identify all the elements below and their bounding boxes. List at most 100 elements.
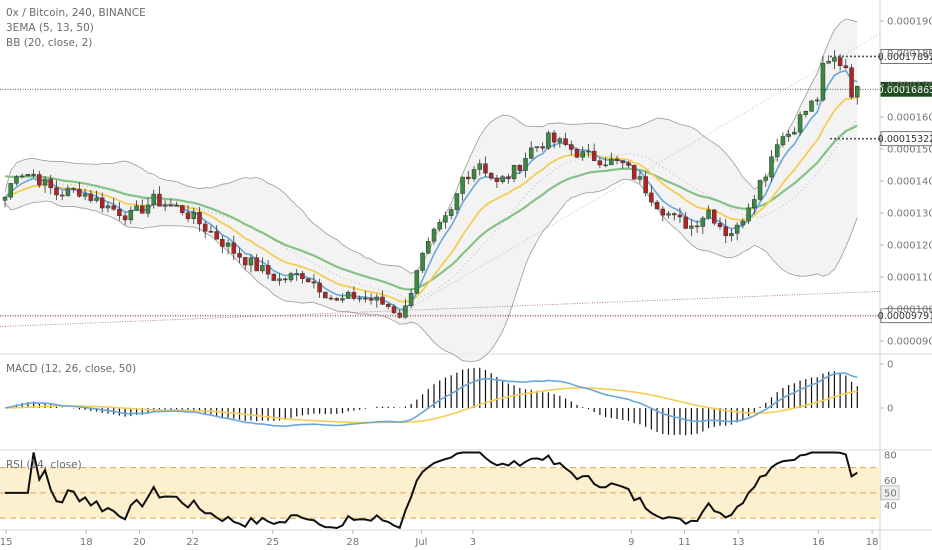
price-marker-label: 0.00009791 xyxy=(878,311,932,322)
candle xyxy=(300,270,305,284)
candle-body xyxy=(242,257,248,266)
candle xyxy=(59,190,65,201)
candle xyxy=(340,293,345,303)
candle-body xyxy=(580,151,585,158)
candle xyxy=(666,211,671,219)
candle-body xyxy=(128,210,134,221)
candle-body xyxy=(31,174,36,176)
candle xyxy=(71,187,76,193)
candle xyxy=(855,85,860,105)
candle-body xyxy=(300,273,305,279)
candle xyxy=(506,173,511,184)
candle-body xyxy=(563,138,568,145)
candle xyxy=(448,207,454,220)
macd-signal-line xyxy=(4,387,858,424)
candle xyxy=(105,202,111,213)
candle xyxy=(368,293,374,305)
candle xyxy=(437,218,442,232)
candle xyxy=(420,251,425,274)
candle xyxy=(391,303,397,314)
candle xyxy=(380,290,385,306)
candle-body xyxy=(855,86,860,98)
candle-body xyxy=(294,273,299,275)
y-tick-label: 0.00013000 xyxy=(887,209,932,220)
candle-body xyxy=(626,162,631,166)
candle-body xyxy=(769,156,774,178)
candle xyxy=(157,186,162,207)
candle-body xyxy=(145,204,151,214)
candle-body xyxy=(414,270,420,294)
candle-body xyxy=(283,278,288,281)
candle-body xyxy=(746,207,751,222)
candle xyxy=(706,205,711,220)
x-tick-label: 13 xyxy=(732,537,745,548)
candle-body xyxy=(654,201,660,210)
candle xyxy=(77,182,82,198)
candle-body xyxy=(277,278,282,281)
candle xyxy=(271,272,277,282)
candle-body xyxy=(488,172,494,179)
candle xyxy=(551,130,557,149)
candle-body xyxy=(774,144,780,157)
candle xyxy=(140,199,145,214)
candle xyxy=(197,207,202,232)
candle-body xyxy=(105,205,111,209)
candle-body xyxy=(734,224,740,234)
candle-body xyxy=(265,265,271,275)
candle xyxy=(603,157,608,168)
candle-body xyxy=(466,176,471,180)
candle xyxy=(265,260,271,280)
candle xyxy=(357,295,362,303)
y-tick-label: 0.00014000 xyxy=(887,177,932,188)
candle xyxy=(25,174,31,177)
candle-body xyxy=(2,196,8,201)
candle xyxy=(31,169,36,178)
candle-body xyxy=(174,205,179,207)
candle-body xyxy=(140,205,145,214)
candle xyxy=(574,147,580,159)
candle xyxy=(191,207,197,225)
candle-body xyxy=(557,138,563,143)
candle-body xyxy=(48,178,54,189)
candle-body xyxy=(723,226,728,237)
y-tick-label: 0.00016000 xyxy=(887,113,932,124)
candle-body xyxy=(637,176,643,180)
candle xyxy=(786,129,791,142)
candle xyxy=(254,253,259,272)
candle xyxy=(122,212,128,226)
macd-line xyxy=(4,372,858,428)
candle-body xyxy=(660,208,666,216)
y-tick-label: 0.00019000 xyxy=(887,17,932,28)
candle xyxy=(826,55,831,64)
candle-body xyxy=(208,231,214,233)
candle xyxy=(557,136,563,148)
candle-body xyxy=(65,188,71,197)
candle-body xyxy=(25,174,31,177)
price-marker-label: 0.00015322 xyxy=(878,134,932,145)
candle-body xyxy=(706,209,711,219)
candle xyxy=(620,160,626,169)
candle-body xyxy=(345,291,351,299)
candle xyxy=(134,200,139,212)
candle xyxy=(586,144,591,158)
x-tick-label: 3 xyxy=(470,537,476,548)
candle xyxy=(546,130,551,150)
candle-body xyxy=(477,163,483,170)
candle xyxy=(334,296,340,302)
candle-body xyxy=(14,176,19,184)
candle-body xyxy=(317,282,322,293)
candle-body xyxy=(168,204,174,207)
candle xyxy=(774,138,780,162)
candle-body xyxy=(54,187,59,196)
candle-body xyxy=(820,62,826,101)
candle-body xyxy=(82,193,88,197)
candle xyxy=(654,199,660,210)
candle xyxy=(717,217,723,230)
candle xyxy=(305,278,311,283)
candle-body xyxy=(752,199,757,209)
candle-body xyxy=(792,131,797,135)
candle-body xyxy=(391,306,397,314)
candle-body xyxy=(220,239,225,247)
candle xyxy=(700,215,706,234)
candle xyxy=(168,198,174,207)
